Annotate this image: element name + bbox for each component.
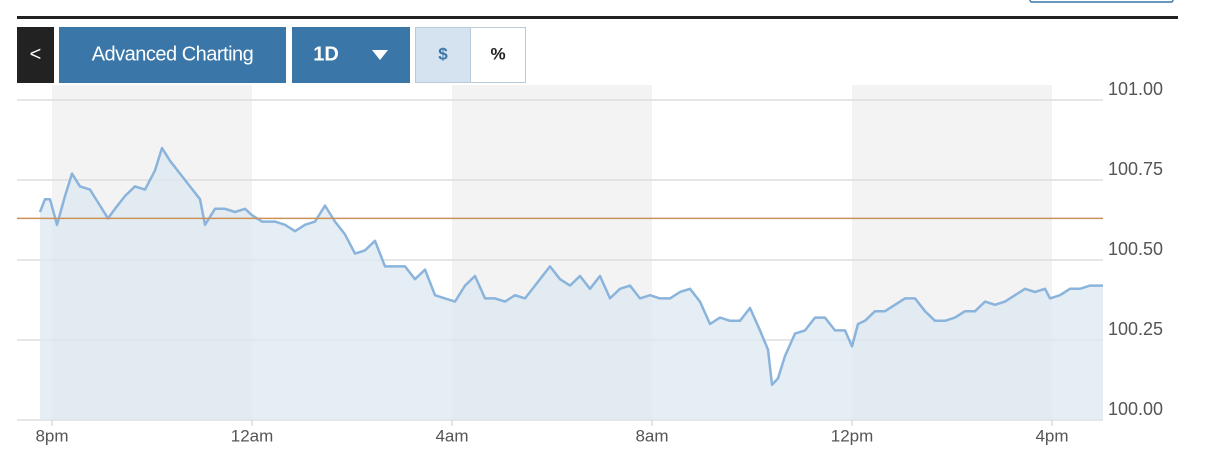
dollar-label: $ xyxy=(438,44,448,63)
x-tick-label: 8pm xyxy=(35,426,68,445)
x-tick-label: 8am xyxy=(635,426,668,445)
advanced-button[interactable] xyxy=(59,27,286,83)
back-button[interactable] xyxy=(17,27,54,83)
x-tick-label: 4am xyxy=(435,426,468,445)
toolbar: < Advanced Charting 1D $ % xyxy=(17,27,526,83)
range-label: 1D xyxy=(313,43,339,65)
dollar-toggle[interactable] xyxy=(415,27,471,83)
top-button[interactable] xyxy=(1029,0,1174,3)
y-tick-label: 101.00 xyxy=(1108,79,1163,99)
y-tick-label: 100.75 xyxy=(1108,159,1163,179)
x-tick-label: 4pm xyxy=(1035,426,1068,445)
x-tick-label: 12am xyxy=(231,426,274,445)
dropdown-arrow xyxy=(372,50,388,60)
range-button[interactable] xyxy=(292,27,410,83)
area xyxy=(40,148,1103,420)
back-label: < xyxy=(30,43,42,65)
y-tick-label: 100.25 xyxy=(1108,319,1163,339)
percent-toggle[interactable] xyxy=(470,27,526,83)
x-tick-label: 12pm xyxy=(831,426,874,445)
y-tick-label: 100.50 xyxy=(1108,239,1163,259)
price-line xyxy=(38,146,1103,387)
y-tick-label: 100.00 xyxy=(1108,399,1163,419)
percent-label: % xyxy=(490,44,505,63)
advanced-label: Advanced Charting xyxy=(92,43,254,65)
